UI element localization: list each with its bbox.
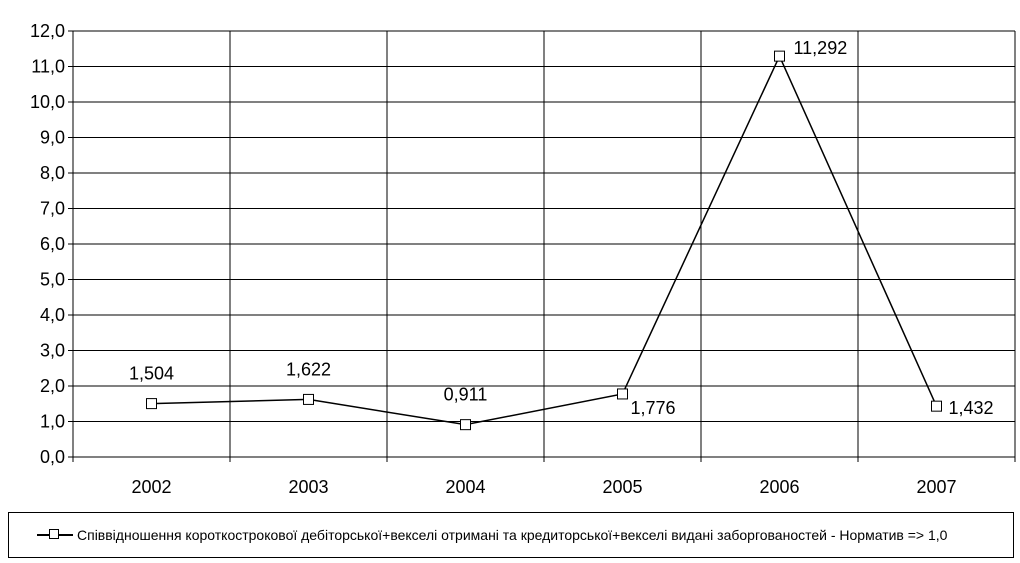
- y-tick-label: 12,0: [30, 21, 65, 41]
- y-tick-label: 5,0: [40, 270, 65, 290]
- x-tick-label: 2002: [131, 477, 171, 497]
- data-point-marker: [146, 398, 157, 410]
- legend: Співвідношення короткострокової дебіторс…: [8, 512, 1014, 558]
- x-tick-label: 2005: [602, 477, 642, 497]
- y-tick-label: 7,0: [40, 199, 65, 219]
- series-line: [151, 54, 938, 426]
- y-tick-label: 9,0: [40, 128, 65, 148]
- line-chart: 0,0 1,0 2,0 3,0 4,0 5,0 6,0 7,0 8,0 9,0 10,0 11,0 12…: [30, 21, 1016, 497]
- y-tick-label: 6,0: [40, 234, 65, 254]
- data-point-marker: [617, 388, 628, 400]
- data-point-marker: [303, 393, 314, 405]
- y-tick-label: 8,0: [40, 163, 65, 183]
- data-label: 0,911: [444, 385, 488, 405]
- x-tick-label: 2003: [288, 477, 328, 497]
- y-tick-label: 2,0: [40, 376, 65, 396]
- data-label: 1,776: [631, 398, 676, 418]
- legend-series-marker: [37, 528, 73, 542]
- y-tick-label: 4,0: [40, 305, 65, 325]
- data-label: 11,292: [794, 38, 848, 58]
- y-tick-label: 11,0: [31, 57, 65, 77]
- x-tick-label: 2006: [759, 477, 799, 497]
- legend-series-label: Співвідношення короткострокової дебіторс…: [77, 527, 948, 543]
- data-point-marker: [774, 50, 785, 62]
- y-tick-label: 10,0: [30, 92, 65, 112]
- y-tick-label: 0,0: [40, 447, 65, 467]
- data-label: 1,622: [286, 359, 331, 379]
- data-point-marker: [460, 419, 471, 431]
- x-tick-label: 2004: [445, 477, 485, 497]
- data-label: 1,432: [949, 398, 994, 418]
- y-tick-label: 1,0: [40, 412, 65, 432]
- x-tick-label: 2007: [916, 477, 956, 497]
- data-label: 1,504: [129, 364, 174, 384]
- y-tick-label: 3,0: [40, 341, 65, 361]
- data-point-marker: [931, 400, 942, 412]
